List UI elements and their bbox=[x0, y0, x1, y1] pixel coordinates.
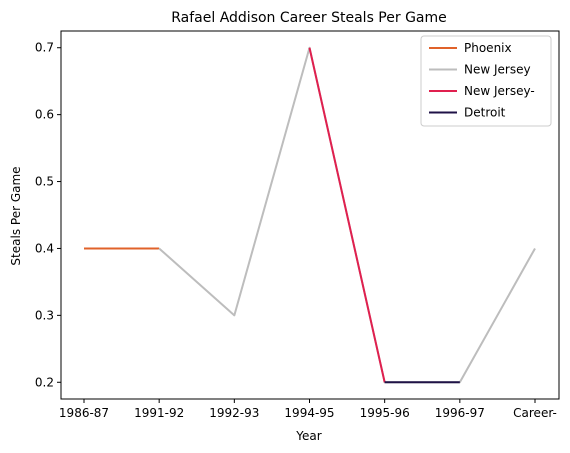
legend-label: New Jersey- bbox=[464, 84, 535, 98]
legend-box bbox=[420, 35, 552, 127]
chart-title: Rafael Addison Career Steals Per Game bbox=[171, 10, 447, 26]
x-tick-label: 1991-92 bbox=[134, 406, 184, 420]
series-line bbox=[308, 47, 386, 383]
y-tick-label: 0.2 bbox=[35, 375, 54, 389]
y-tick-label: 0.7 bbox=[35, 41, 54, 55]
y-tick-label: 0.3 bbox=[35, 308, 54, 322]
plot-area: 0.2 0.3 0.4 0.5 0.6 0.7 1986-87 1991-92 1992-93 1… bbox=[35, 30, 560, 420]
legend-label: Detroit bbox=[464, 106, 506, 120]
x-tick-label: 1994-95 bbox=[284, 406, 334, 420]
x-tick-label: Career- bbox=[513, 406, 557, 420]
x-tick-label: 1995-96 bbox=[360, 406, 410, 420]
y-tick-label: 0.4 bbox=[35, 241, 54, 255]
y-axis-title: Steals Per Game bbox=[9, 166, 23, 265]
x-axis-title: Year bbox=[295, 429, 321, 443]
x-tick-label: 1992-93 bbox=[209, 406, 259, 420]
x-tick-label: 1996-97 bbox=[435, 406, 485, 420]
y-tick-label: 0.5 bbox=[35, 175, 54, 189]
legend-label: Phoenix bbox=[464, 41, 512, 55]
y-tick-label: 0.6 bbox=[35, 108, 54, 122]
legend-label: New Jersey bbox=[464, 63, 531, 77]
x-tick-label: 1986-87 bbox=[59, 406, 109, 420]
